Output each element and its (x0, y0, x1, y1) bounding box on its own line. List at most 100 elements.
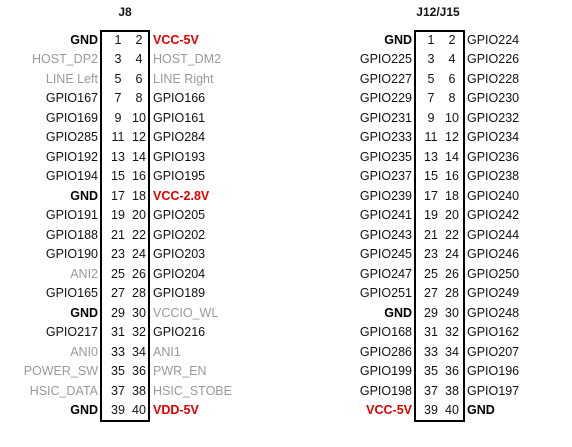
pin-label-left: VCC-5V (366, 403, 412, 417)
pin-label-right: GPIO238 (467, 169, 520, 183)
pin-number-odd: 35 (111, 364, 125, 378)
pin-number-even: 10 (445, 110, 459, 125)
pin-number-even: 20 (445, 208, 459, 222)
pin-label-right: GPIO248 (467, 305, 520, 320)
pin-number-even: 34 (132, 344, 146, 359)
pin-number-odd: 3 (114, 52, 122, 66)
pin-number-even: 12 (445, 130, 459, 144)
pin-number-even: 2 (448, 32, 456, 47)
pin-number-even: 16 (445, 169, 459, 183)
pin-number-odd: 7 (427, 91, 435, 105)
pin-number-even: 2 (135, 32, 143, 47)
pin-number-even: 26 (445, 266, 459, 281)
pin-label-left: GPIO165 (45, 286, 98, 300)
pin-label-right: GPIO242 (467, 208, 520, 222)
pin-number-odd: 11 (111, 130, 125, 144)
pin-number-odd: 9 (114, 110, 122, 125)
pin-label-right: HOST_DM2 (153, 52, 222, 66)
pin-number-odd: 27 (424, 286, 438, 300)
pin-label-left: GPIO199 (359, 364, 412, 378)
pin-number-even: 36 (132, 364, 146, 378)
pin-label-right: GPIO224 (467, 32, 520, 47)
pin-label-right: PWR_EN (153, 364, 207, 378)
pin-label-left: ANI0 (70, 344, 98, 359)
pin-number-even: 22 (132, 227, 146, 242)
pin-label-right: VDD-5V (153, 403, 199, 417)
pin-number-odd: 17 (111, 188, 125, 203)
pin-number-even: 20 (132, 208, 146, 222)
pin-label-left: GND (384, 305, 412, 320)
pin-number-odd: 11 (424, 130, 438, 144)
pin-number-even: 6 (448, 71, 456, 86)
pin-number-odd: 25 (424, 266, 438, 281)
pin-number-odd: 29 (424, 305, 438, 320)
pin-number-even: 6 (135, 71, 143, 86)
pin-label-left: GPIO231 (359, 110, 412, 125)
pin-label-right: GPIO161 (153, 110, 206, 125)
pin-label-right: VCC-2.8V (153, 188, 210, 203)
pin-number-odd: 37 (111, 383, 125, 398)
pin-number-odd: 31 (111, 325, 125, 339)
pin-label-right: GPIO230 (467, 91, 520, 105)
pin-label-left: LINE Left (45, 71, 98, 86)
pin-label-left: GPIO190 (45, 247, 98, 261)
pin-number-odd: 15 (111, 169, 125, 183)
pin-number-even: 28 (445, 286, 459, 300)
pin-label-right: GPIO196 (467, 364, 520, 378)
pin-label-right: LINE Right (153, 71, 214, 86)
pin-number-even: 14 (132, 149, 146, 164)
pin-label-left: GPIO188 (45, 227, 98, 242)
pin-label-right: ANI1 (153, 344, 181, 359)
pin-label-left: GPIO168 (359, 325, 412, 339)
pin-number-even: 32 (132, 325, 146, 339)
pin-label-right: GPIO162 (467, 325, 520, 339)
pin-number-odd: 9 (427, 110, 435, 125)
pin-label-right: GPIO226 (467, 52, 520, 66)
pin-label-left: HSIC_DATA (29, 383, 98, 398)
pin-number-odd: 39 (111, 403, 125, 417)
pin-number-even: 18 (445, 188, 459, 203)
pin-number-odd: 19 (424, 208, 438, 222)
pin-label-right: GPIO246 (467, 247, 520, 261)
pin-label-left: GPIO239 (359, 188, 412, 203)
pin-number-odd: 29 (111, 305, 125, 320)
pin-number-odd: 25 (111, 266, 125, 281)
pin-label-left: GPIO286 (359, 344, 412, 359)
pin-label-left: GPIO243 (359, 227, 412, 242)
pin-number-odd: 5 (114, 71, 122, 86)
pin-number-even: 24 (132, 247, 146, 261)
pin-label-left: GPIO217 (45, 325, 98, 339)
pin-number-even: 40 (132, 403, 146, 417)
pin-label-right: GPIO207 (467, 344, 520, 359)
pin-label-left: GPIO241 (359, 208, 412, 222)
pin-number-even: 8 (135, 91, 143, 105)
pin-number-even: 12 (132, 130, 146, 144)
pin-label-right: GPIO216 (153, 325, 206, 339)
pin-label-right: VCCIO_WL (153, 305, 219, 320)
pin-label-right: VCC-5V (153, 32, 199, 47)
pin-number-even: 30 (445, 305, 459, 320)
pin-number-odd: 15 (424, 169, 438, 183)
pin-number-even: 10 (132, 110, 146, 125)
pin-number-odd: 21 (111, 227, 125, 242)
pin-label-left: GPIO194 (45, 169, 98, 183)
pin-number-odd: 23 (424, 247, 438, 261)
connector-title: J12/J15 (416, 5, 460, 19)
pin-label-right: GPIO244 (467, 227, 520, 242)
pin-number-even: 28 (132, 286, 146, 300)
pin-number-odd: 1 (427, 32, 435, 47)
pin-label-right: GPIO202 (153, 227, 206, 242)
pin-number-odd: 33 (111, 344, 125, 359)
pin-label-left: GPIO192 (45, 149, 98, 164)
pin-number-even: 16 (132, 169, 146, 183)
pin-number-even: 26 (132, 266, 146, 281)
pin-label-left: GPIO229 (359, 91, 412, 105)
pin-label-right: GPIO232 (467, 110, 520, 125)
pin-label-left: GPIO225 (359, 52, 412, 66)
pin-number-odd: 21 (424, 227, 438, 242)
pin-number-even: 24 (445, 247, 459, 261)
pin-number-odd: 27 (111, 286, 125, 300)
pin-label-right: GND (467, 403, 495, 417)
pin-label-left: GPIO245 (359, 247, 412, 261)
pin-label-left: HOST_DP2 (32, 52, 98, 66)
